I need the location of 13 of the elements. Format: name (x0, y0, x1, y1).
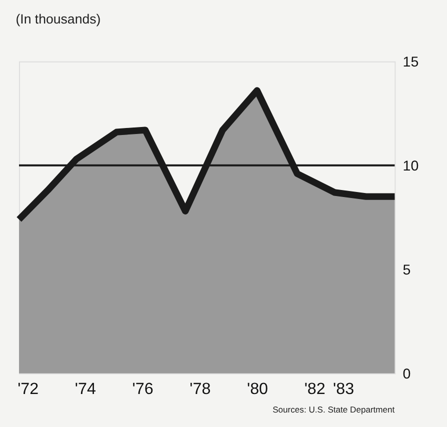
x-tick-label: '72 (18, 380, 39, 398)
y-tick-label: 10 (402, 158, 419, 175)
x-tick-label: '80 (246, 380, 268, 398)
x-tick-label: '83 (333, 380, 354, 398)
y-tick-label: 5 (402, 262, 411, 279)
y-tick-label: 0 (402, 366, 411, 383)
y-tick-label: 15 (402, 54, 419, 71)
x-tick-label: '76 (132, 380, 154, 398)
chart-title: (In thousands) (16, 11, 101, 26)
x-tick-label: '82 (304, 380, 326, 398)
x-tick-label: '74 (74, 380, 96, 398)
x-tick-label: '78 (190, 380, 211, 398)
source-note: Sources: U.S. State Department (272, 404, 396, 414)
